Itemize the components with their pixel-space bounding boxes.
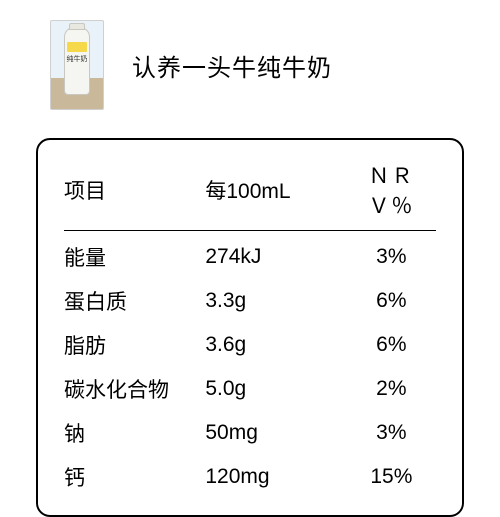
cell-nrv: 6% — [347, 275, 436, 319]
cell-nrv: 15% — [347, 451, 436, 495]
product-thumbnail: 纯牛奶 — [50, 20, 104, 110]
cell-nrv: 6% — [347, 319, 436, 363]
cell-value: 50mg — [205, 407, 346, 451]
nutrition-table: 项目 每100mL ＮＲＶ％ 能量 274kJ 3% 蛋白质 3.3g 6% 脂… — [64, 154, 436, 495]
col-nrv: ＮＲＶ％ — [347, 154, 436, 231]
table-row: 能量 274kJ 3% — [64, 231, 436, 276]
cell-value: 120mg — [205, 451, 346, 495]
table-row: 钠 50mg 3% — [64, 407, 436, 451]
cell-item: 蛋白质 — [64, 275, 205, 319]
nutrition-table-wrap: 项目 每100mL ＮＲＶ％ 能量 274kJ 3% 蛋白质 3.3g 6% 脂… — [36, 138, 464, 517]
header: 纯牛奶 认养一头牛纯牛奶 — [0, 0, 500, 120]
bottle-icon: 纯牛奶 — [64, 27, 90, 95]
table-row: 碳水化合物 5.0g 2% — [64, 363, 436, 407]
cell-item: 脂肪 — [64, 319, 205, 363]
table-header-row: 项目 每100mL ＮＲＶ％ — [64, 154, 436, 231]
cell-item: 钠 — [64, 407, 205, 451]
bottle-text: 纯牛奶 — [65, 56, 89, 63]
product-title: 认养一头牛纯牛奶 — [132, 48, 332, 83]
cell-item: 钙 — [64, 451, 205, 495]
cell-item: 碳水化合物 — [64, 363, 205, 407]
cell-value: 274kJ — [205, 231, 346, 276]
cell-nrv: 3% — [347, 407, 436, 451]
col-per100: 每100mL — [205, 154, 346, 231]
cell-item: 能量 — [64, 231, 205, 276]
table-row: 蛋白质 3.3g 6% — [64, 275, 436, 319]
cell-value: 5.0g — [205, 363, 346, 407]
cell-value: 3.6g — [205, 319, 346, 363]
cell-nrv: 2% — [347, 363, 436, 407]
cell-nrv: 3% — [347, 231, 436, 276]
table-row: 钙 120mg 15% — [64, 451, 436, 495]
cell-value: 3.3g — [205, 275, 346, 319]
table-row: 脂肪 3.6g 6% — [64, 319, 436, 363]
col-item: 项目 — [64, 154, 205, 231]
